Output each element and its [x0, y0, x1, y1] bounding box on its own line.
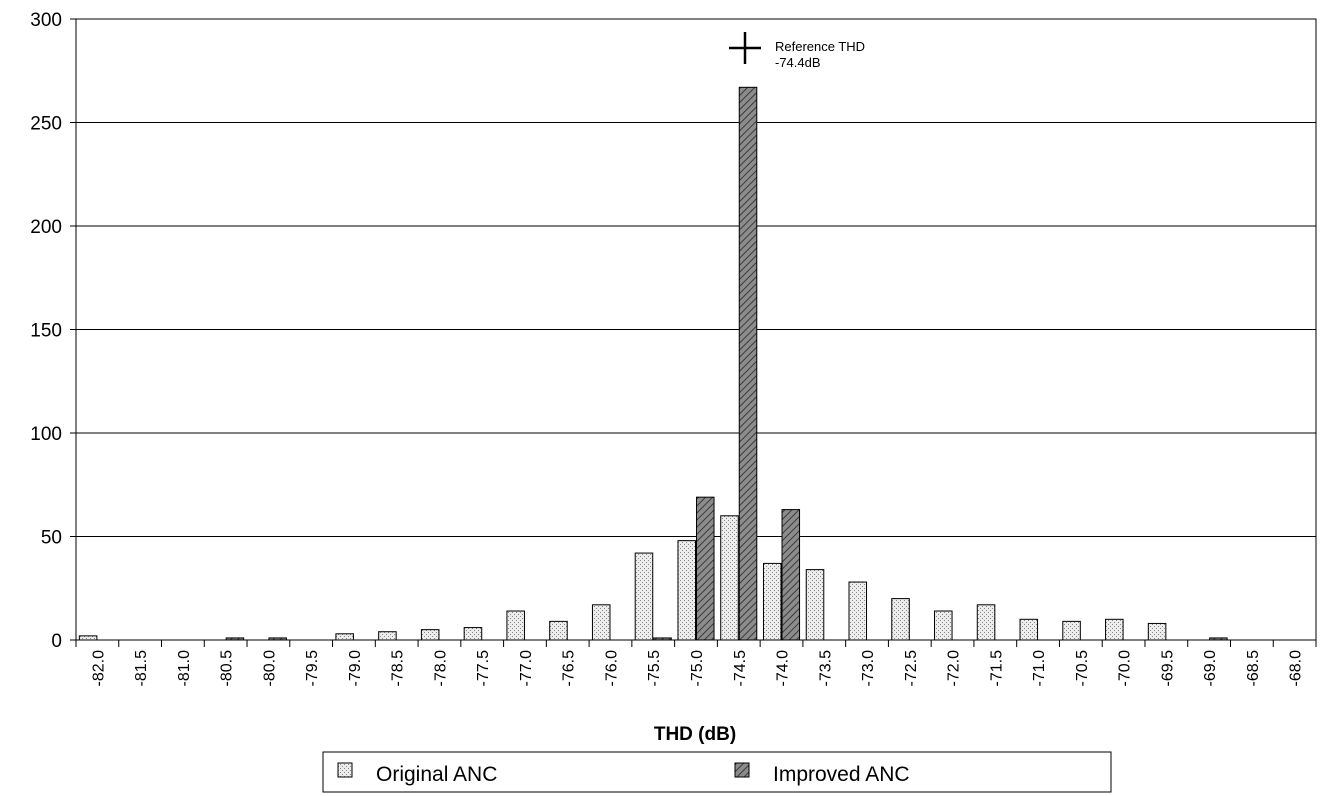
bar-original--82.0 — [78, 635, 98, 641]
x-tick-label: -72.5 — [903, 650, 920, 687]
y-axis-tick-labels: 0 50 100 150 200 250 300 — [30, 10, 76, 652]
y-tick-label: 300 — [30, 10, 62, 31]
bar-original--72.5 — [891, 598, 910, 641]
x-tick-label: -80.0 — [261, 650, 278, 687]
x-tick-label: -73.0 — [860, 650, 877, 687]
x-tick-label: -78.5 — [390, 650, 407, 687]
x-tick-label: -72.0 — [946, 650, 963, 687]
reference-annotation: Reference THD -74.4dB — [729, 32, 865, 70]
bar-improved--74.0 — [781, 509, 801, 641]
x-tick-label: -68.0 — [1288, 650, 1305, 687]
bar-original--78.0 — [420, 629, 440, 641]
y-tick-label: 50 — [41, 528, 62, 549]
reference-label-line2: -74.4dB — [775, 55, 821, 70]
bar-original--77.0 — [506, 610, 525, 641]
x-tick-label: -77.5 — [475, 650, 492, 687]
y-tick-label: 0 — [51, 631, 62, 652]
x-tick-label: -71.5 — [988, 650, 1005, 687]
x-tick-label: -73.5 — [817, 650, 834, 687]
bar-original--77.5 — [463, 627, 483, 641]
x-tick-label: -76.0 — [603, 650, 620, 687]
legend-box — [322, 751, 1112, 793]
bar-original--69.5 — [1147, 622, 1167, 641]
x-tick-label: -80.5 — [219, 650, 236, 687]
bar-original--71.0 — [1019, 618, 1039, 641]
legend-swatch-original — [337, 762, 353, 778]
bar-original--73.0 — [848, 581, 868, 641]
y-tick-label: 150 — [30, 321, 62, 342]
bar-original--79.0 — [335, 633, 354, 641]
x-tick-label: -81.5 — [133, 650, 150, 687]
x-tick-label: -75.5 — [646, 650, 663, 687]
bar-original--70.5 — [1062, 620, 1081, 641]
bar-original--75.5 — [634, 552, 654, 641]
x-tick-label: -77.0 — [518, 650, 535, 687]
bar-improved--75.0 — [696, 496, 715, 641]
x-axis-label: THD (dB) — [654, 724, 736, 745]
bar-original--74.5 — [720, 515, 739, 641]
y-tick-label: 100 — [30, 424, 62, 445]
plot-area-border — [75, 18, 1317, 641]
legend-label-original: Original ANC — [376, 763, 497, 786]
bar-original--71.5 — [976, 604, 996, 641]
x-tick-label: -68.5 — [1245, 650, 1262, 687]
bar-original--70.0 — [1105, 618, 1124, 641]
y-tick-label: 200 — [30, 217, 62, 238]
x-tick-label: -70.0 — [1117, 650, 1134, 687]
legend-label-improved: Improved ANC — [773, 763, 910, 786]
x-tick-label: -81.0 — [176, 650, 193, 687]
bar-original--78.5 — [378, 631, 397, 641]
legend-swatch-improved — [734, 762, 750, 778]
x-tick-label: -74.5 — [732, 650, 749, 687]
x-tick-label: -70.5 — [1074, 650, 1091, 687]
bars — [78, 86, 1228, 641]
bar-improved--74.5 — [738, 86, 758, 641]
bar-original--74.0 — [762, 562, 782, 641]
x-axis-tick-labels: -82.0 -81.5 -81.0 -80.5 -80.0 -79.5 -79.0 -78.5… — [75, 640, 1317, 687]
x-tick-label: -76.5 — [561, 650, 578, 687]
x-tick-label: -69.0 — [1202, 650, 1219, 687]
x-tick-label: -78.0 — [432, 650, 449, 687]
bar-original--72.0 — [934, 610, 953, 641]
x-tick-label: -74.0 — [775, 650, 792, 687]
x-tick-label: -79.0 — [347, 650, 364, 687]
axes — [75, 18, 1317, 641]
x-tick-label: -82.0 — [90, 650, 107, 687]
legend: Original ANC Improved ANC — [322, 751, 1112, 793]
x-tick-label: -69.5 — [1159, 650, 1176, 687]
bar-original--76.0 — [591, 604, 611, 641]
x-tick-label: -79.5 — [304, 650, 321, 687]
reference-label-line1: Reference THD — [775, 39, 865, 54]
y-tick-label: 250 — [30, 114, 62, 135]
bar-original--73.5 — [805, 569, 825, 641]
x-tick-label: -71.0 — [1031, 650, 1048, 687]
x-tick-label: -75.0 — [689, 650, 706, 687]
bar-original--75.0 — [677, 540, 697, 641]
bar-original--76.5 — [549, 620, 568, 641]
